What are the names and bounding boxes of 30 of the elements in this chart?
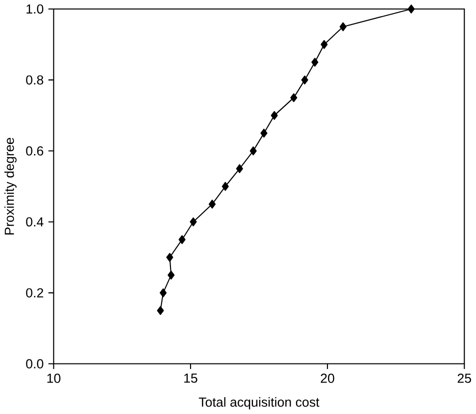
y-tick-label: 0.0	[26, 359, 44, 369]
point	[160, 288, 167, 298]
point	[270, 111, 278, 120]
y-tick-label: 0.6	[26, 146, 44, 156]
point	[320, 40, 328, 50]
point	[311, 58, 318, 67]
point	[250, 146, 257, 156]
point	[190, 218, 197, 226]
x-tick-label: 15	[184, 374, 198, 383]
y-tick-label: 0.2	[26, 288, 44, 298]
x-tick-label: 25	[458, 374, 472, 384]
point	[301, 76, 308, 85]
point	[236, 164, 244, 174]
point	[178, 235, 186, 244]
y-axis-title: Proximity degree	[4, 138, 17, 235]
point	[166, 253, 174, 262]
y-tick-label: 0.8	[26, 75, 44, 85]
point	[222, 182, 229, 191]
y-tick-label: 0.4	[26, 217, 44, 227]
point	[156, 306, 164, 316]
y-tick-label: 1.0	[26, 4, 44, 14]
x-tick-label: 20	[320, 374, 334, 384]
point	[290, 93, 298, 102]
x-axis-title: Total acquisition cost	[198, 397, 320, 410]
x-tick-label: 10	[47, 374, 60, 384]
point	[260, 128, 268, 138]
point	[208, 200, 216, 209]
point	[340, 22, 347, 32]
point	[168, 270, 175, 280]
point	[408, 4, 415, 14]
